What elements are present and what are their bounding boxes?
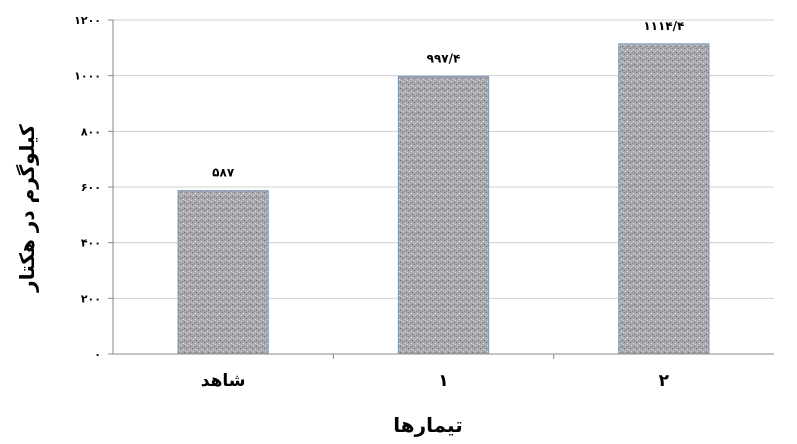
y-tick-label: ۰ bbox=[94, 348, 101, 361]
y-tick-label: ۱۲۰۰ bbox=[74, 14, 101, 27]
y-tick-label: ۶۰۰ bbox=[81, 181, 101, 194]
x-category-label: شاهد bbox=[201, 371, 246, 391]
y-tick-label: ۲۰۰ bbox=[81, 292, 101, 305]
bar-value-label: ۹۹۷/۴ bbox=[427, 51, 461, 65]
y-tick-label: ۱۰۰۰ bbox=[74, 70, 101, 83]
bar bbox=[618, 43, 710, 355]
axes: ۰ ۲۰۰ ۴۰۰ ۶۰۰ ۸۰۰ ۱۰۰۰ ۱۲۰۰ شاهد ۱ ۲ bbox=[74, 14, 774, 391]
y-tick-label: ۸۰۰ bbox=[81, 125, 101, 138]
x-category-label: ۱ bbox=[438, 371, 448, 391]
bar-value-label: ۱۱۱۴/۴ bbox=[643, 19, 684, 33]
y-tick-label: ۴۰۰ bbox=[81, 237, 101, 250]
y-axis-title: کیلوگرم در هکتار bbox=[15, 124, 39, 293]
x-axis-title: تیمارها bbox=[393, 413, 462, 437]
bar bbox=[177, 190, 269, 355]
bars: ۵۸۷ ۹۹۷/۴ ۱۱۱۴/۴ bbox=[177, 19, 710, 355]
bar-value-label: ۵۸۷ bbox=[212, 166, 235, 180]
x-category-label: ۲ bbox=[659, 371, 670, 391]
bar bbox=[397, 75, 490, 355]
